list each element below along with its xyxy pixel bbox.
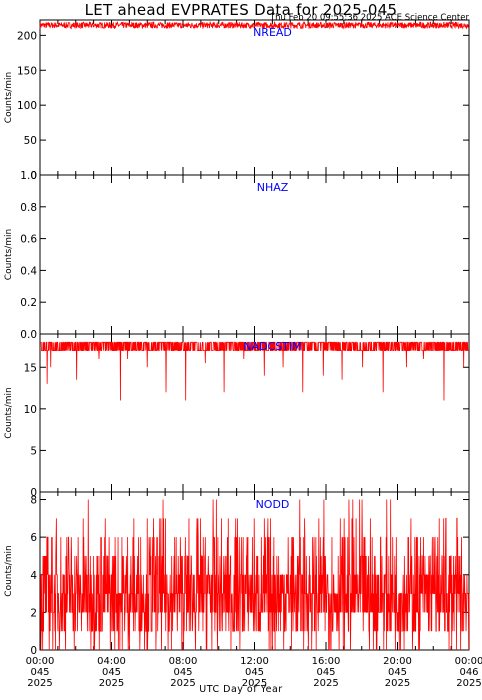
x-tick-label-day: 045	[102, 667, 121, 678]
y-tick-label: 0.0	[20, 329, 37, 341]
x-tick-label-year: 2025	[27, 678, 52, 689]
x-tick-label-year: 2025	[99, 678, 124, 689]
x-tick-label-year: 2025	[385, 678, 410, 689]
series-line	[40, 499, 470, 651]
y-tick-label: 0.2	[20, 297, 37, 309]
panel-nodd: 0 2 4 6 8 Counts/min NODD	[4, 491, 470, 657]
x-tick-label-time: 12:00	[240, 656, 269, 667]
y-axis-label: Counts/min	[4, 229, 14, 280]
panel-frame	[39, 333, 470, 493]
panel-title: NREAD	[253, 26, 292, 39]
y-tick-label: 100	[17, 100, 37, 112]
y-tick-label: 4	[30, 570, 37, 582]
x-axis-label: UTC Day of Year	[199, 684, 283, 695]
y-tick-label: 8	[30, 495, 37, 507]
y-tick-label: 0	[30, 170, 37, 182]
panel-frame	[39, 19, 470, 176]
x-axis-labels: 00:00045202504:00045202508:00045202512:0…	[26, 656, 482, 689]
x-tick-label-year: 2025	[242, 678, 267, 689]
y-tick-label: 0.8	[20, 202, 37, 214]
y-tick-label: 6	[30, 532, 37, 544]
panel-title: NHAZ	[257, 181, 289, 194]
y-axis-label: Counts/min	[4, 72, 14, 123]
y-axis-label: Counts/min	[4, 545, 14, 596]
y-tick-label: 10	[24, 404, 37, 416]
y-tick-label: 15	[24, 362, 37, 374]
panels-group: 050100150200Counts/minNREAD0.00.20.40.60…	[4, 19, 470, 657]
series-line	[39, 20, 470, 30]
x-tick-label-day: 046	[459, 667, 478, 678]
panel-title: NADCSTIM	[243, 340, 301, 353]
y-axis-label: Counts/min	[4, 387, 14, 438]
x-tick-label-day: 045	[245, 667, 264, 678]
panel-frame	[39, 174, 470, 335]
y-tick-label: 1.0	[20, 170, 37, 182]
x-tick-label-day: 045	[173, 667, 192, 678]
panel-nadcstim: 0 5 10 15 Counts/min NADCSTIM	[4, 333, 470, 499]
y-tick-label: 0.6	[20, 234, 37, 246]
x-tick-label-year: 2025	[456, 678, 481, 689]
x-tick-label-time: 00:00	[455, 656, 482, 667]
chart-title: LET ahead EVPRATES Data for 2025-045	[84, 1, 398, 19]
x-tick-label-day: 045	[30, 667, 49, 678]
x-tick-label-time: 16:00	[312, 656, 341, 667]
y-tick-label: 0	[30, 645, 37, 657]
x-tick-label-time: 00:00	[26, 656, 55, 667]
x-tick-label-time: 20:00	[383, 656, 412, 667]
x-tick-label-year: 2025	[170, 678, 195, 689]
y-tick-label: 200	[17, 30, 37, 42]
x-tick-label-day: 045	[316, 667, 335, 678]
y-tick-label: 2	[30, 607, 37, 619]
series-line	[40, 341, 469, 401]
panel-nhaz: 0.0 0.2 0.4 0.6 0.8 1.0 Counts/min NHAZ	[4, 170, 470, 341]
panel-title: NODD	[256, 498, 290, 511]
y-tick-label: 0.4	[20, 265, 37, 277]
x-tick-label-year: 2025	[313, 678, 338, 689]
x-tick-label-time: 08:00	[169, 656, 198, 667]
chart-subtitle: Thu Feb 20 09:55:36 2025 ACE Science Cen…	[269, 13, 469, 23]
x-tick-label-day: 045	[388, 667, 407, 678]
y-tick-label: 5	[30, 445, 37, 457]
y-tick-label: 0	[30, 487, 37, 499]
panel-nread: 0 50 100 150 200 Counts/min NREAD	[4, 19, 470, 182]
y-tick-label: 150	[17, 65, 37, 77]
x-tick-label-time: 04:00	[97, 656, 126, 667]
y-tick-label: 50	[24, 135, 37, 147]
